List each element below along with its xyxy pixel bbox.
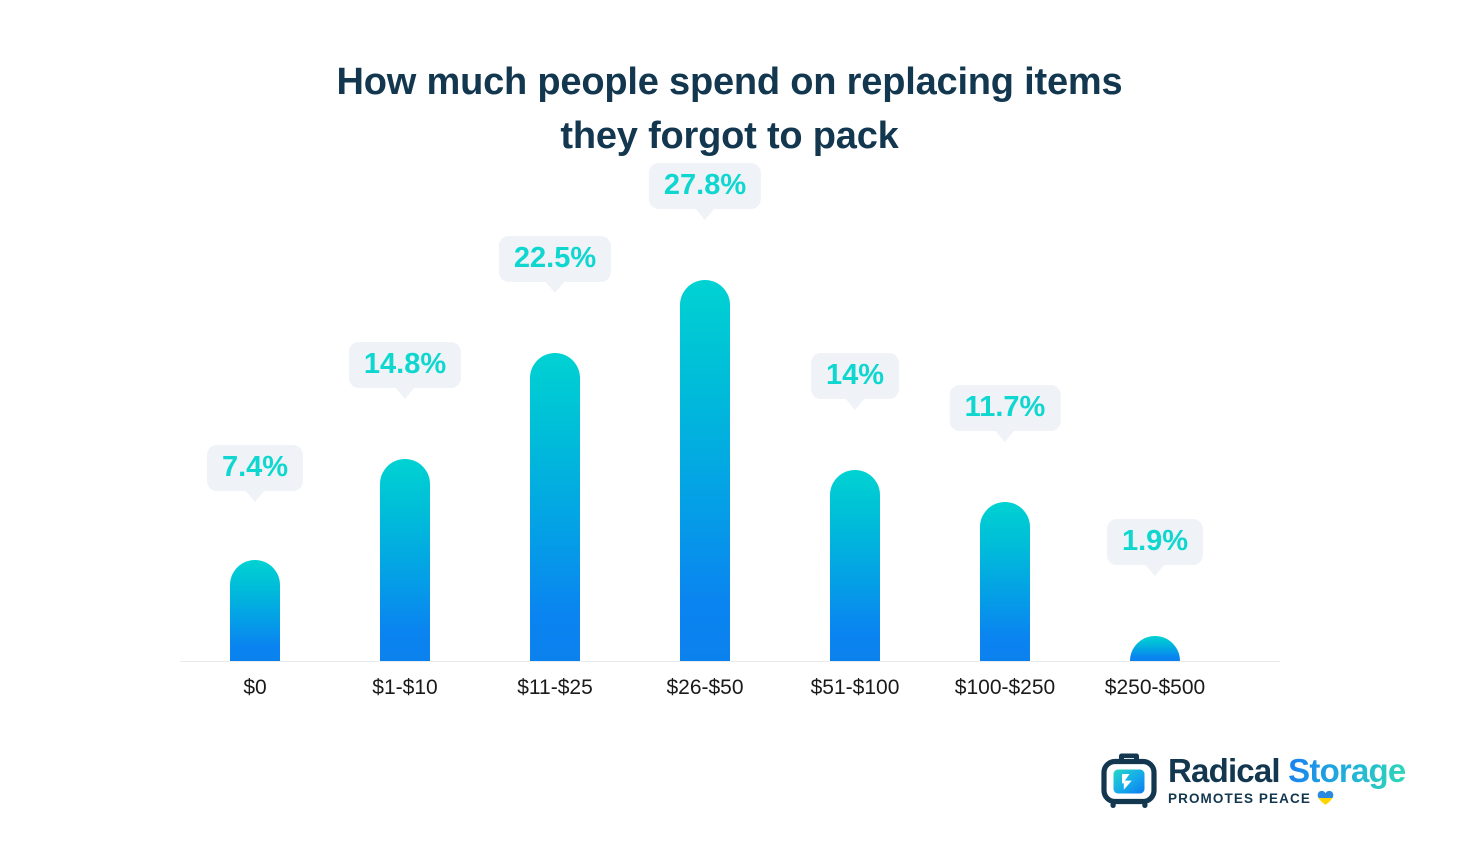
bar[interactable]: [980, 502, 1030, 661]
ukraine-heart-icon: [1317, 791, 1334, 806]
bar[interactable]: [380, 459, 430, 661]
bar-value-label: 1.9%: [1106, 519, 1204, 576]
bar-slot: 14.8%: [330, 180, 480, 661]
logo-tagline: PROMOTES PEACE: [1168, 790, 1311, 806]
x-axis-line: [180, 661, 1280, 662]
bar-slot: 11.7%: [930, 180, 1080, 661]
brand-logo[interactable]: Radical Storage PROMOTES PEACE: [1100, 748, 1425, 812]
x-axis-tick-label: $0: [243, 676, 267, 699]
bar[interactable]: [530, 353, 580, 661]
suitcase-icon: [1101, 753, 1157, 808]
bar-value-label: 22.5%: [498, 236, 612, 293]
logo-word-radical: Radical: [1168, 751, 1281, 789]
bar-value-label: 14%: [810, 353, 900, 410]
x-axis-labels: $0 $1-$10 $11-$25 $26-$50 $51-$100 $100-…: [180, 662, 1280, 710]
x-axis-tick-label: $26-$50: [666, 676, 744, 699]
logo-wordmark: Radical Storage: [1168, 751, 1406, 789]
x-axis-tick-label: $11-$25: [517, 676, 593, 699]
plot-area: 7.4% 14.8% 22.5% 27.8% 14% 11.7% 1.9%: [180, 163, 1280, 662]
chart-title: How much people spend on replacing items…: [336, 61, 1123, 157]
bar-slot: 22.5%: [480, 180, 630, 661]
bar-slot: 1.9%: [1080, 180, 1230, 661]
bar[interactable]: [1130, 636, 1180, 661]
bar[interactable]: [680, 280, 730, 661]
bar-value-label: 7.4%: [206, 445, 304, 502]
x-axis-tick-label: $100-$250: [954, 676, 1056, 699]
x-axis-tick-label: $250-$500: [1104, 676, 1206, 699]
x-axis-tick-label: $1-$10: [372, 676, 438, 699]
bar-value-label: 27.8%: [648, 163, 762, 220]
bar-slot: 27.8%: [630, 163, 780, 661]
bar-value-label: 14.8%: [348, 342, 462, 399]
bar[interactable]: [830, 470, 880, 661]
bar-slot: 14%: [780, 180, 930, 661]
bar-slot: 7.4%: [180, 180, 330, 661]
bar-value-label: 11.7%: [949, 385, 1061, 442]
x-axis-tick-label: $51-$100: [810, 676, 900, 699]
logo-text-block: Radical Storage PROMOTES PEACE: [1168, 751, 1406, 807]
bar[interactable]: [230, 560, 280, 661]
logo-tagline-row: PROMOTES PEACE: [1168, 790, 1405, 806]
logo-word-storage: Storage: [1288, 751, 1406, 789]
